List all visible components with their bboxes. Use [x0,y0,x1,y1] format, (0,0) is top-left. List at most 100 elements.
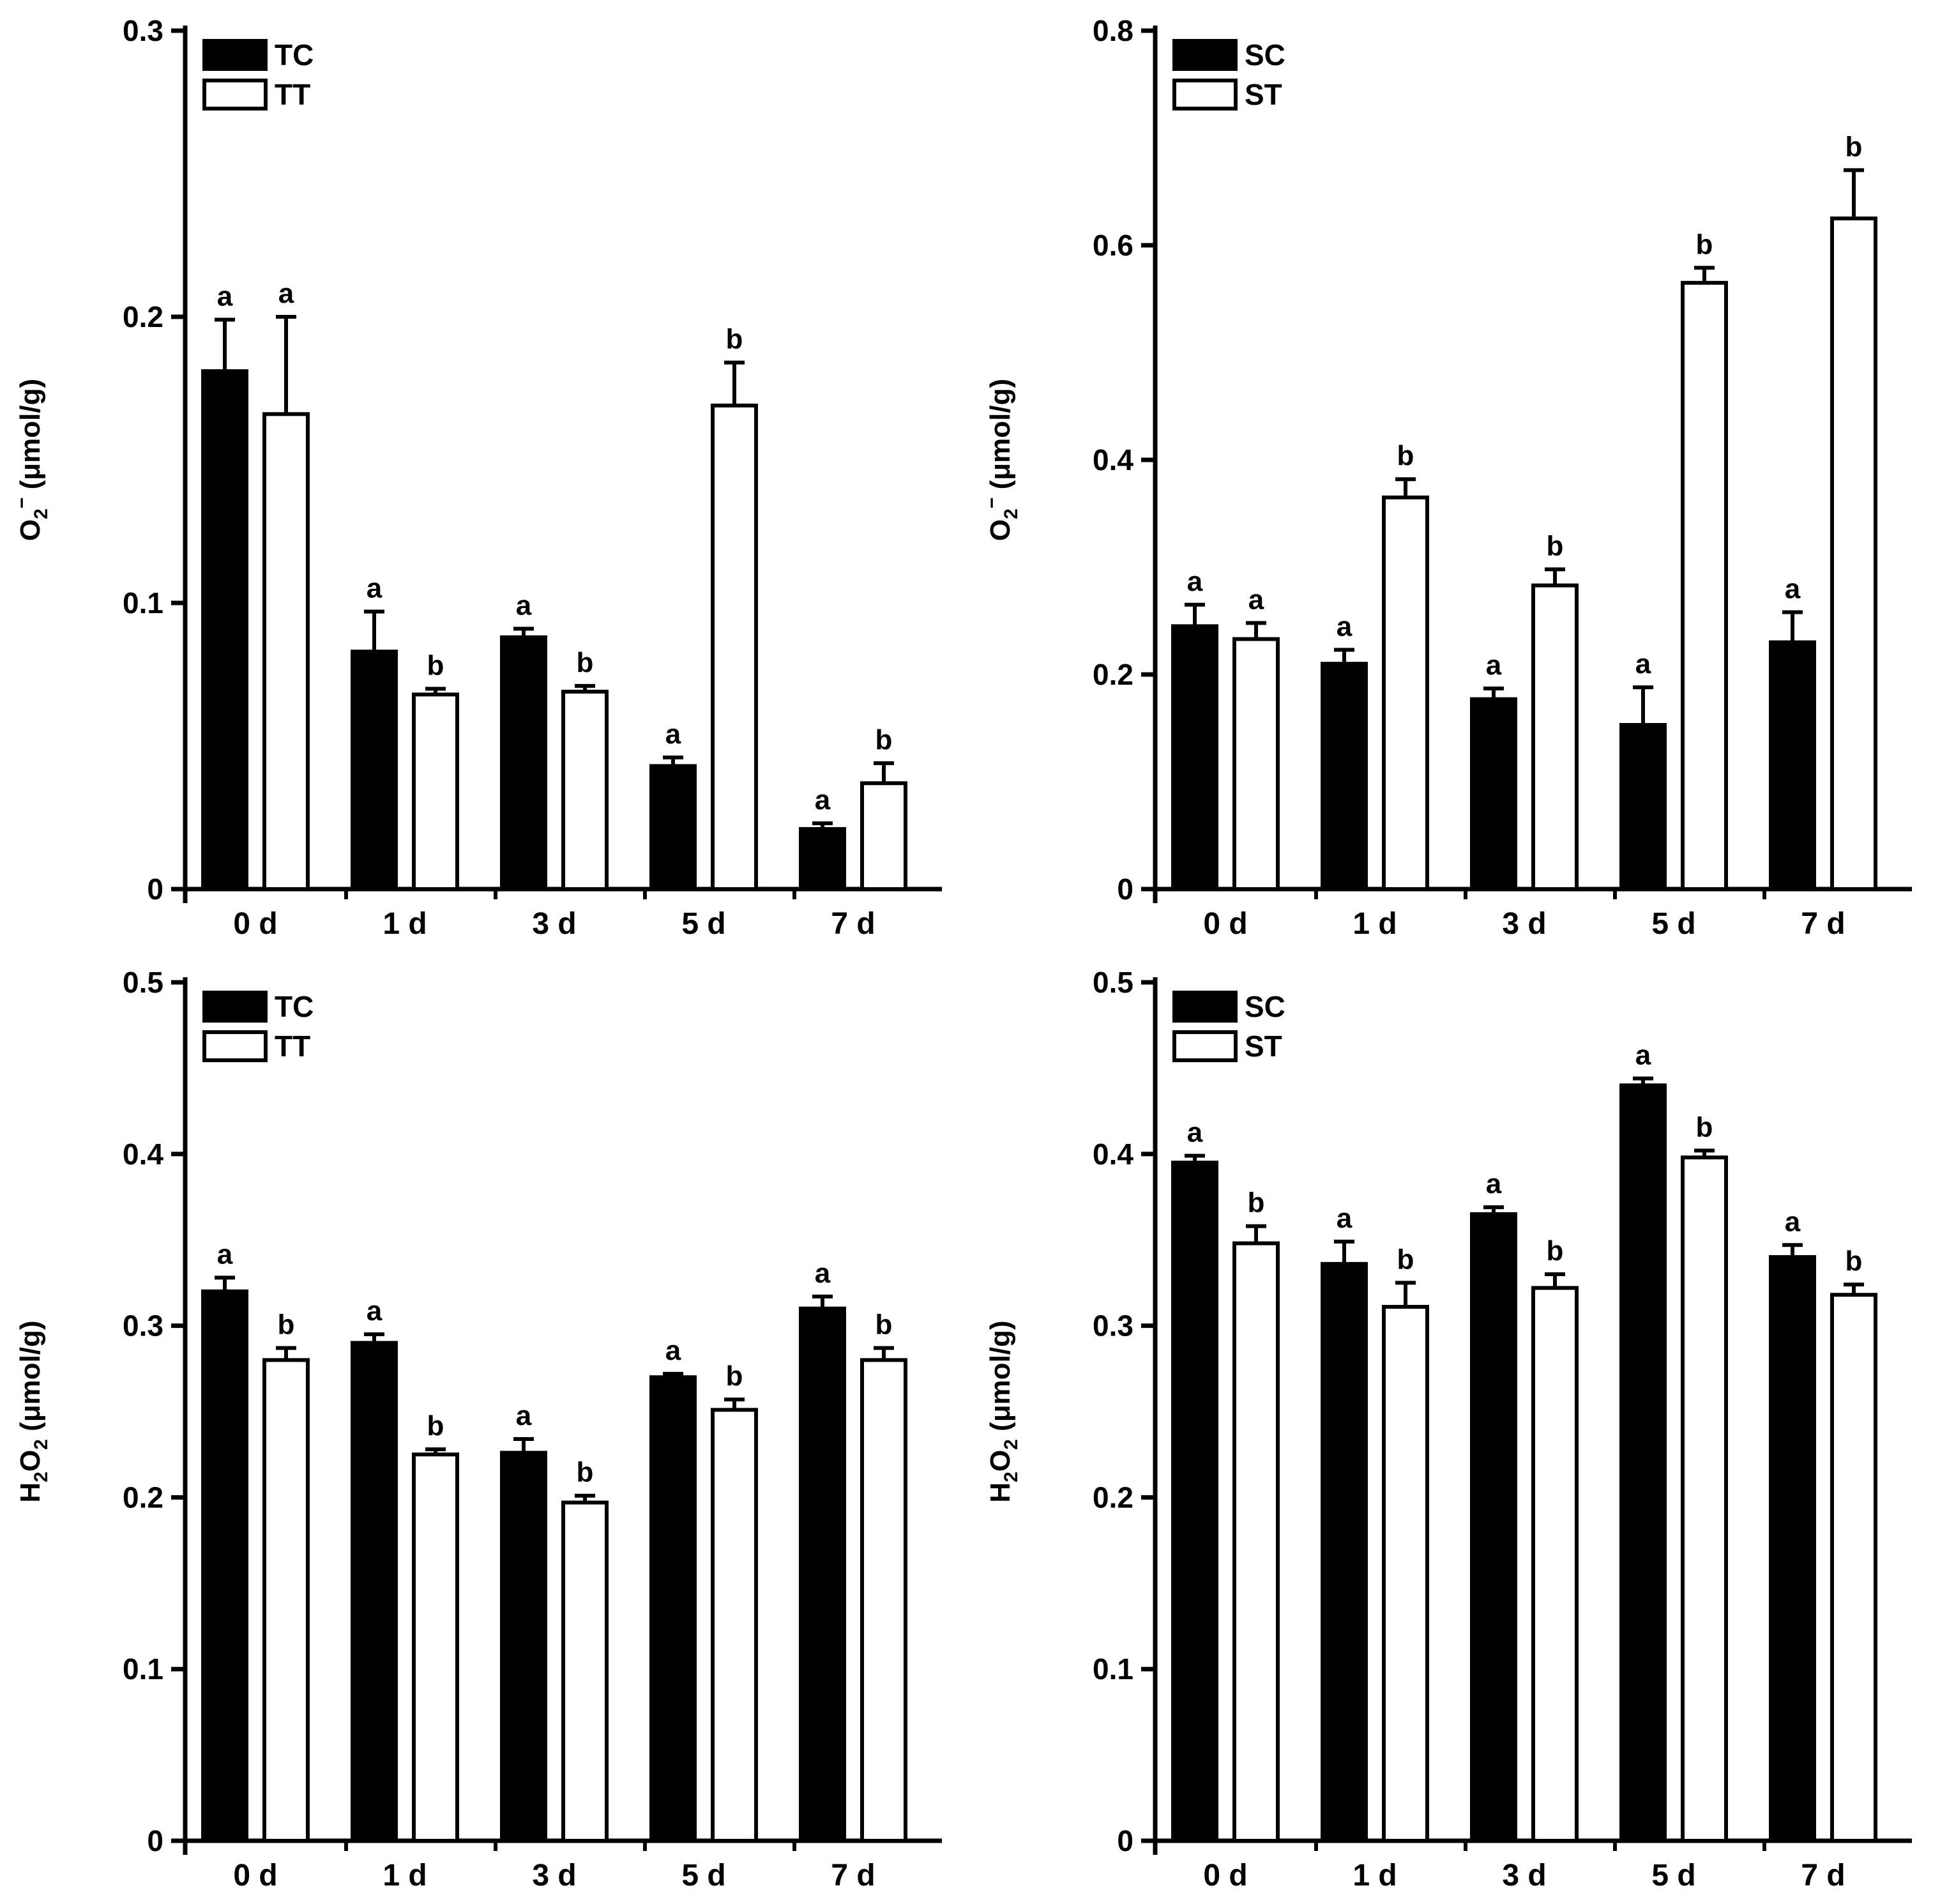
y-axis-label: H2O2 (μmol/g) [985,1320,1022,1502]
y-tick-label: 0.3 [1093,1309,1133,1343]
bar-tt-0d [262,1358,310,1843]
bar-st-1d [1382,1305,1429,1843]
panel-bottom-left: 0 0.1 0.2 0.3 0.4 0.5 0 d 1 d 3 d 5 d 7 d a a a a a b b b b… [0,952,970,1903]
x-tick-label: 5 d [681,907,725,941]
significance-label: b [1696,229,1713,260]
y-tick-label: 0.1 [123,586,163,620]
significance-label: a [1635,1040,1651,1071]
legend-label-st: ST [1245,78,1282,111]
x-tick-label: 1 d [1353,1859,1397,1893]
y-tick-label: 0.2 [1093,1481,1133,1514]
significance-label: a [1187,566,1203,597]
chart-o2-tc-tt: 0 0.1 0.2 0.3 0 d 1 d 3 d 5 d 7 d a a a a a a b b b b TC TT O… [11,14,942,941]
legend-swatch-tc [202,39,268,71]
bar-tt-1d [412,692,459,891]
y-tick-label: 0.2 [1093,658,1133,691]
x-tick-label: 5 d [681,1859,725,1893]
x-tick-label: 3 d [1502,1859,1546,1893]
bar-sc-5d [1619,722,1667,891]
bar-sc-1d [1321,662,1368,891]
significance-label: b [278,1309,295,1341]
y-tick-label: 0 [1117,1824,1133,1857]
y-tick-label: 0 [1117,872,1133,906]
significance-label: a [1187,1116,1203,1148]
x-tick-label: 3 d [1502,907,1546,941]
significance-label: a [367,572,383,604]
y-tick-label: 0 [147,872,163,906]
bar-tc-3d [500,635,547,891]
legend-label-tc: TC [275,990,314,1023]
significance-label: b [1397,440,1414,471]
significance-label: b [1696,1111,1713,1143]
y-tick-label: 0.4 [123,1138,163,1171]
significance-label: a [516,1400,532,1431]
y-tick-label: 0.2 [123,1481,163,1514]
bar-tc-0d [201,369,248,891]
x-tick-label: 3 d [532,907,576,941]
bar-tt-5d [711,1408,758,1843]
significance-label: b [427,1410,444,1442]
x-tick-label: 1 d [383,1859,427,1893]
x-tick-label: 0 d [233,907,277,941]
bar-sc-0d [1171,1161,1218,1843]
x-tick-label: 5 d [1651,907,1695,941]
y-tick-label: 0.3 [123,14,163,47]
y-tick-label: 0.6 [1093,229,1133,262]
legend-swatch-st [1172,79,1238,110]
significance-label: a [1337,1203,1353,1234]
bar-sc-5d [1619,1083,1667,1843]
significance-label: b [577,647,594,678]
significance-label: a [278,278,294,309]
y-tick-label: 0.8 [1093,14,1133,47]
y-axis-label: H2O2 (μmol/g) [15,1320,52,1502]
legend-swatch-tt [202,1030,268,1062]
bar-st-3d [1531,1286,1579,1843]
bar-tt-7d [860,781,907,891]
significance-label: a [1785,1206,1801,1237]
bar-sc-3d [1470,1212,1517,1843]
x-tick-label: 7 d [831,907,875,941]
x-tick-label: 1 d [383,907,427,941]
bar-tt-5d [711,403,758,891]
bar-tt-7d [860,1358,907,1843]
y-tick-label: 0.1 [123,1652,163,1686]
legend-label-tc: TC [275,38,314,72]
y-tick-label: 0.1 [1093,1652,1133,1686]
significance-label: a [665,719,681,750]
x-tick-label: 1 d [1353,907,1397,941]
legend-swatch-tc [202,991,268,1023]
bar-tc-1d [351,1341,398,1843]
y-tick-label: 0.2 [123,300,163,333]
legend-swatch-sc [1172,39,1238,71]
significance-label: a [1337,611,1353,642]
bar-sc-7d [1769,1255,1816,1843]
bar-sc-0d [1171,624,1218,892]
bar-st-0d [1232,637,1280,891]
bar-st-0d [1232,1241,1280,1843]
bar-sc-7d [1769,640,1816,891]
legend-label-tt: TT [275,1030,310,1063]
legend-label-st: ST [1245,1030,1282,1063]
bar-tc-5d [649,764,697,891]
significance-label: a [1248,584,1264,615]
bar-tt-3d [561,689,609,891]
bar-tt-0d [262,412,310,891]
legend-swatch-st [1172,1030,1238,1062]
y-tick-label: 0.5 [1093,966,1133,999]
significance-label: b [726,1360,743,1392]
significance-label: b [726,324,743,355]
significance-label: a [217,1238,233,1270]
y-tick-label: 0.3 [123,1309,163,1343]
significance-label: b [1248,1187,1265,1219]
x-tick-label: 0 d [1203,1859,1247,1893]
y-tick-label: 0.4 [1093,443,1133,476]
chart-o2-sc-st: 0 0.2 0.4 0.6 0.8 0 d 1 d 3 d 5 d 7 d a a a a a a b b b b SC… [981,14,1912,941]
chart-h2o2-tc-tt: 0 0.1 0.2 0.3 0.4 0.5 0 d 1 d 3 d 5 d 7 d a a a a a b b b b… [15,966,942,1893]
significance-label: b [1547,530,1564,561]
significance-label: a [1785,574,1801,605]
x-tick-label: 0 d [233,1859,277,1893]
bar-tt-1d [412,1452,459,1843]
panel-top-right: 0 0.2 0.4 0.6 0.8 0 d 1 d 3 d 5 d 7 d a a a a a a b b b b SC… [970,0,1940,952]
legend-label-tt: TT [275,78,310,111]
legend-swatch-tt [202,79,268,110]
